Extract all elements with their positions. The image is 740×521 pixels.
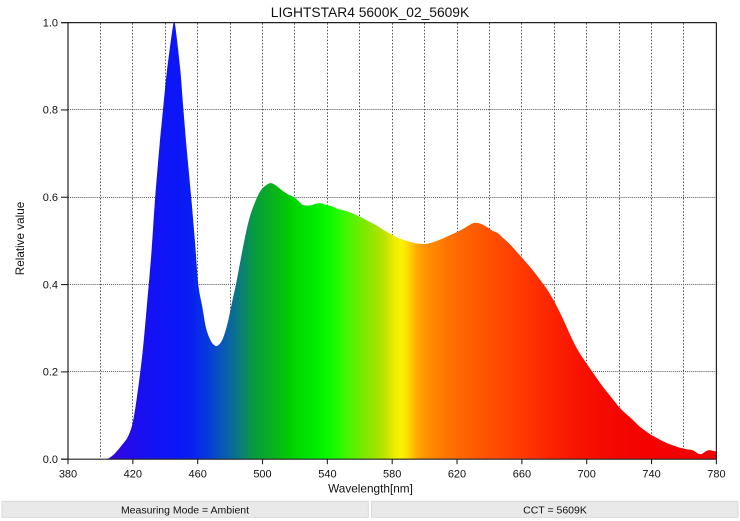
svg-text:0.2: 0.2: [43, 367, 58, 379]
svg-text:660: 660: [513, 469, 531, 481]
svg-text:780: 780: [707, 469, 725, 481]
svg-text:500: 500: [253, 469, 271, 481]
svg-text:Measuring Mode = Ambient: Measuring Mode = Ambient: [121, 505, 249, 517]
svg-text:700: 700: [578, 469, 596, 481]
svg-text:420: 420: [124, 469, 142, 481]
svg-text:460: 460: [189, 469, 207, 481]
svg-text:0.4: 0.4: [43, 279, 58, 291]
svg-text:620: 620: [448, 469, 466, 481]
svg-text:Relative value: Relative value: [14, 202, 27, 275]
svg-text:CCT = 5609K: CCT = 5609K: [523, 505, 587, 517]
svg-text:580: 580: [383, 469, 401, 481]
svg-text:0.8: 0.8: [43, 105, 58, 117]
svg-text:1.0: 1.0: [43, 17, 58, 29]
svg-text:LIGHTSTAR4 5600K_02_5609K: LIGHTSTAR4 5600K_02_5609K: [271, 5, 470, 20]
svg-text:540: 540: [318, 469, 336, 481]
svg-text:740: 740: [642, 469, 660, 481]
svg-text:380: 380: [59, 469, 77, 481]
svg-text:Wavelength[nm]: Wavelength[nm]: [328, 482, 413, 496]
svg-text:0.0: 0.0: [43, 454, 58, 466]
svg-text:0.6: 0.6: [43, 192, 58, 204]
